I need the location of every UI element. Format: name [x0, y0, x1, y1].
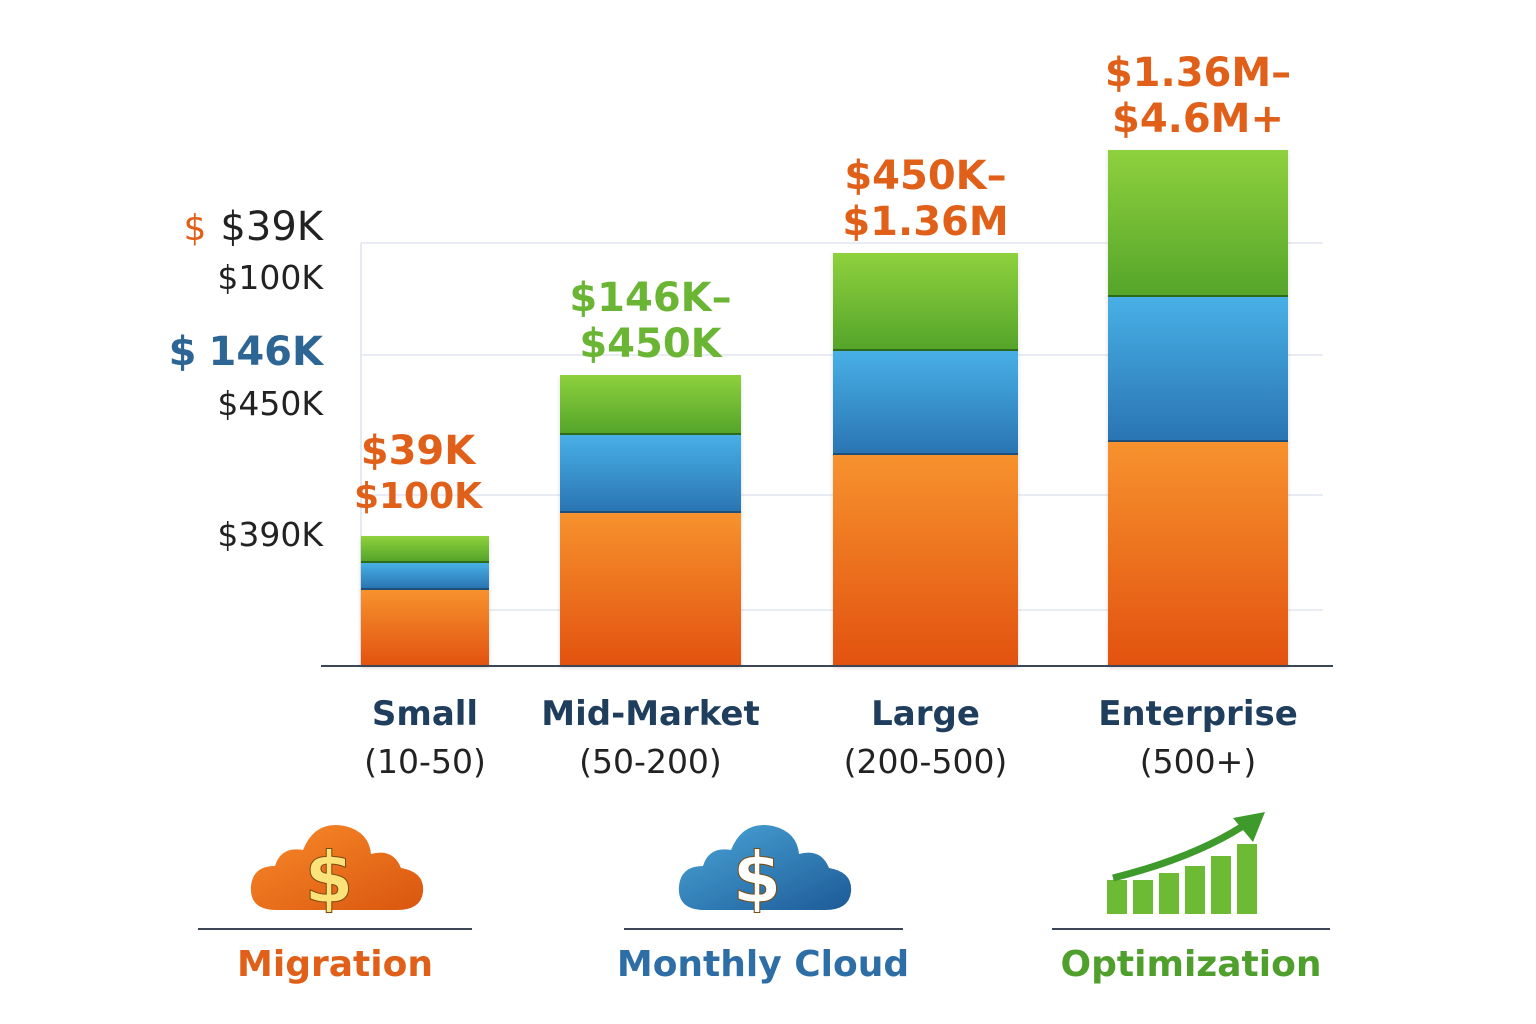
y-label: $100K: [217, 258, 323, 297]
bar-large: [833, 253, 1018, 666]
bar-small: [361, 536, 489, 666]
bar-segment-monthly-cloud: [833, 350, 1018, 455]
y-label: $146K: [169, 332, 323, 372]
svg-text:$: $: [305, 837, 354, 919]
bar-value-line: $146K–: [569, 275, 732, 322]
cloud-dollar-icon: $: [675, 820, 855, 924]
growth-chart-icon: [1103, 808, 1273, 922]
bar-value-line: $39K: [360, 428, 476, 474]
bar-segment-migration: [560, 513, 741, 666]
bar-value-label: $146K– $450K: [569, 275, 731, 367]
bar-value-line: $1.36M–: [1104, 49, 1292, 96]
category-range: (10-50): [364, 742, 486, 781]
bar-segment-optimization: [560, 375, 741, 436]
bar-segment-monthly-cloud: [361, 563, 489, 591]
bar-value-line: $4.6M+: [1111, 95, 1285, 142]
x-tick-label: Enterprise (500+): [1098, 690, 1298, 786]
x-axis-line: [321, 665, 1333, 667]
bar-value-label: $1.36M– $4.6M+: [1105, 50, 1291, 142]
cloud-dollar-icon: $: [247, 820, 427, 924]
bar-value-label: $450K– $1.36M: [842, 153, 1008, 245]
bar-value-line: $1.36M: [842, 199, 1009, 246]
y-label-value: 146K: [208, 329, 324, 375]
legend-divider: [198, 928, 472, 930]
category-name: Large: [871, 694, 980, 734]
bar-segment-optimization: [833, 253, 1018, 351]
x-tick-label: Mid-Market (50-200): [541, 690, 760, 786]
category-range: (200-500): [843, 742, 1008, 781]
legend-label: Migration: [237, 944, 433, 985]
svg-text:$: $: [733, 837, 782, 919]
gridline: [361, 242, 1323, 244]
bar-value-line: $100K: [353, 476, 483, 517]
y-axis-line: [360, 243, 362, 666]
bar-segment-monthly-cloud: [1108, 296, 1288, 443]
y-label: $450K: [217, 384, 323, 423]
y-label: $ $39K: [184, 207, 323, 247]
dollar-symbol: $: [168, 329, 197, 375]
category-range: (50-200): [579, 742, 722, 781]
bar-segment-optimization: [1108, 149, 1288, 297]
bar-segment-optimization: [361, 536, 489, 564]
bar-value-line: $450K–: [844, 153, 1007, 200]
legend-label: Monthly Cloud: [616, 944, 910, 985]
dollar-symbol: $: [183, 208, 207, 249]
bar-enterprise: [1108, 149, 1288, 666]
bar-value-line: $450K: [579, 321, 722, 368]
bar-segment-monthly-cloud: [560, 435, 741, 514]
y-label: $390K: [217, 515, 323, 554]
bar-mid-market: [560, 375, 741, 666]
bar-segment-migration: [833, 454, 1018, 666]
legend-divider: [1052, 928, 1330, 930]
category-name: Enterprise: [1098, 694, 1298, 734]
category-name: Mid-Market: [541, 694, 760, 734]
legend-label: Optimization: [1060, 944, 1322, 985]
category-range: (500+): [1139, 742, 1257, 781]
bar-value-label: $39K $100K: [354, 428, 482, 520]
x-tick-label: Small (10-50): [364, 690, 486, 786]
category-name: Small: [371, 694, 479, 734]
y-label-value: $39K: [220, 204, 323, 250]
legend-divider: [624, 928, 903, 930]
bar-segment-migration: [1108, 442, 1288, 666]
x-tick-label: Large (200-500): [844, 690, 1008, 786]
bar-segment-migration: [361, 590, 489, 666]
